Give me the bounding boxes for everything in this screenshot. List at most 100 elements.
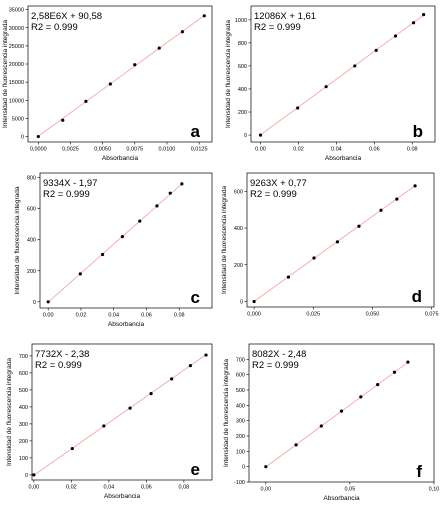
y-axis-title: Intensidad de fluorescencia integrada — [6, 358, 13, 466]
y-tick-label: 200 — [27, 269, 36, 275]
y-tick-label: 300 — [19, 422, 28, 428]
r-squared: R2 = 0.999 — [43, 189, 90, 200]
data-point — [359, 395, 363, 399]
x-axis-title: Absorbancia — [323, 495, 360, 502]
y-tick-label: 15000 — [9, 80, 24, 86]
y-tick-label: 100 — [236, 449, 245, 455]
r-squared: R2 = 0.999 — [252, 360, 299, 371]
data-point — [149, 392, 153, 396]
data-point — [157, 46, 161, 50]
y-axis-title: Intensidad de fluorescencia integrada — [221, 186, 228, 294]
panel-letter: e — [191, 460, 200, 479]
y-tick-label: 10000 — [9, 98, 24, 104]
x-tick-label: 0,08 — [179, 485, 190, 491]
x-tick-label: 0,05 — [345, 487, 356, 493]
data-point — [411, 21, 416, 25]
x-axis-title: Absorbancia — [104, 493, 141, 500]
panel-f: 0,00 0,05 0,10 -100 0 100 200 300 400 500 600 700 80… — [223, 343, 439, 502]
data-point — [357, 224, 361, 228]
data-point — [78, 272, 82, 276]
y-tick-label: 400 — [238, 87, 247, 93]
panel-c: 0.00 0.02 0.04 0.06 0.08 0 200 400 600 800 9334X -… — [14, 172, 213, 328]
y-tick-label: 0 — [242, 465, 245, 471]
data-point — [133, 63, 137, 67]
data-point — [374, 48, 378, 52]
fit-line — [260, 14, 424, 136]
y-tick-label: 700 — [236, 357, 245, 363]
data-point — [180, 182, 184, 186]
plot-frame — [248, 343, 435, 483]
data-point — [392, 370, 397, 374]
y-tick-label: 400 — [234, 226, 243, 232]
x-axis-title: Absorbancia — [108, 321, 145, 328]
panel-letter: a — [191, 122, 201, 141]
y-axis-title: Intensidad de fluorescencia integrada — [223, 359, 230, 467]
plot-frame — [246, 172, 435, 308]
y-tick-label: 700 — [19, 354, 28, 360]
y-axis-title: Intensidad de fluorescencia integrada — [14, 186, 21, 294]
fit-equation: 9263X + 0,77 — [250, 178, 307, 189]
fit-line — [38, 15, 205, 137]
x-axis-title: Absorbancia — [102, 155, 139, 162]
y-tick-label: 400 — [27, 238, 36, 244]
y-tick-label: 600 — [234, 189, 243, 195]
y-tick-label: 600 — [238, 64, 247, 70]
y-tick-label: 25000 — [9, 44, 24, 50]
data-point — [180, 30, 185, 34]
x-tick-label: 0,0075 — [126, 147, 143, 153]
x-tick-label: 0.06 — [369, 147, 380, 153]
y-tick-label: 0 — [25, 473, 28, 479]
x-tick-label: 0.00 — [255, 147, 266, 153]
data-point — [413, 184, 417, 188]
x-tick-label: 0,000 — [247, 312, 261, 318]
panel-letter: c — [191, 288, 200, 307]
y-tick-label: 800 — [27, 176, 36, 182]
data-point — [335, 240, 340, 244]
y-tick-label: 0 — [244, 133, 247, 139]
y-tick-label: 200 — [19, 439, 28, 445]
x-tick-label: 0.02 — [293, 147, 304, 153]
y-tick-label: 1000 — [235, 18, 247, 24]
y-tick-label: 5000 — [12, 116, 24, 122]
y-tick-label: 600 — [236, 373, 245, 379]
y-axis-title: Intensidad de fluorescencia integrada — [2, 20, 9, 128]
panel-letter: d — [412, 287, 422, 306]
y-tick-label: 500 — [19, 388, 28, 394]
r-squared: R2 = 0.999 — [31, 22, 78, 33]
y-tick-label: 0 — [240, 299, 243, 305]
y-tick-label: -100 — [234, 480, 245, 486]
data-point — [36, 134, 40, 139]
r-squared: R2 = 0.999 — [254, 22, 301, 33]
y-tick-label: 35000 — [9, 8, 24, 14]
data-point — [406, 360, 410, 364]
data-point — [102, 424, 106, 428]
x-tick-label: 0,0025 — [62, 147, 79, 153]
x-tick-label: 0.08 — [174, 313, 185, 319]
data-point — [128, 406, 132, 410]
fit-equation: 7732X - 2,38 — [35, 349, 89, 360]
y-tick-label: 400 — [19, 405, 28, 411]
x-tick-label: 0,02 — [66, 485, 77, 491]
y-tick-label: 30000 — [9, 26, 24, 32]
y-tick-label: 800 — [238, 41, 247, 47]
data-point — [188, 363, 193, 368]
data-point — [379, 208, 383, 212]
x-tick-label: 0,025 — [306, 312, 320, 318]
y-tick-label: 600 — [19, 371, 28, 377]
fit-equation: 9334X - 1,97 — [43, 178, 97, 189]
panel-letter: b — [413, 122, 423, 141]
fit-line — [253, 185, 416, 302]
data-point — [258, 133, 263, 137]
panel-e: 0,00 0,02 0,04 0,06 0,08 0 100 200 300 400 500 600 7… — [6, 343, 213, 500]
data-point — [100, 252, 105, 257]
data-point — [155, 204, 159, 208]
data-point — [296, 106, 300, 110]
data-point — [32, 473, 36, 477]
data-point — [252, 299, 256, 304]
data-point — [46, 300, 50, 304]
data-point — [120, 235, 124, 239]
y-tick-label: 200 — [236, 434, 245, 440]
x-tick-label: 0,00 — [260, 487, 271, 493]
y-tick-label: 0 — [21, 135, 24, 141]
